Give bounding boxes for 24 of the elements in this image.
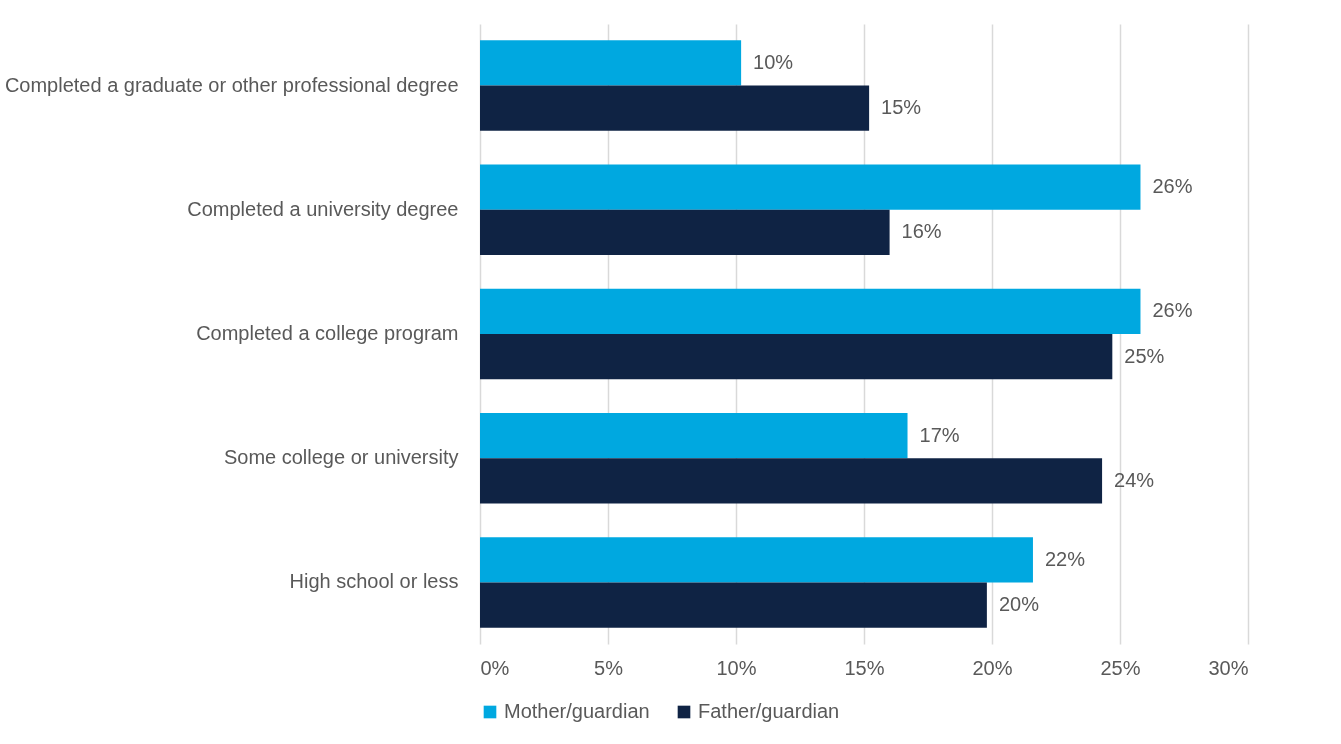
data-label: 22% [1044, 547, 1086, 570]
y-tick-label: Completed a college program [196, 322, 459, 344]
x-tick-label: 25% [1100, 656, 1141, 679]
legend-label: Mother/guardian [504, 700, 650, 722]
data-label: 26% [1152, 175, 1193, 198]
x-tick-label: 0% [480, 656, 510, 679]
x-tick-label: 15% [844, 656, 885, 679]
data-label: 16% [901, 220, 942, 243]
data-label: 20% [998, 593, 1040, 616]
y-tick-label: Completed a university degree [187, 197, 459, 220]
data-label: 26% [1152, 299, 1193, 322]
y-tick-label: High school or less [289, 570, 459, 593]
legend-label: Father/guardian [698, 700, 840, 722]
x-tick-label: 5% [594, 656, 624, 679]
x-tick-label: 20% [972, 656, 1013, 679]
data-label: 24% [1114, 468, 1155, 491]
data-label: 10% [753, 50, 794, 73]
data-label: 25% [1124, 344, 1165, 367]
y-tick-label: Some college or university [223, 446, 459, 469]
data-label: 15% [881, 96, 922, 119]
x-tick-label: 30% [1208, 656, 1249, 679]
x-tick-label: 10% [716, 656, 757, 679]
y-tick-label: Completed a graduate or other professional degree [4, 73, 459, 96]
data-label: 17% [919, 423, 960, 446]
